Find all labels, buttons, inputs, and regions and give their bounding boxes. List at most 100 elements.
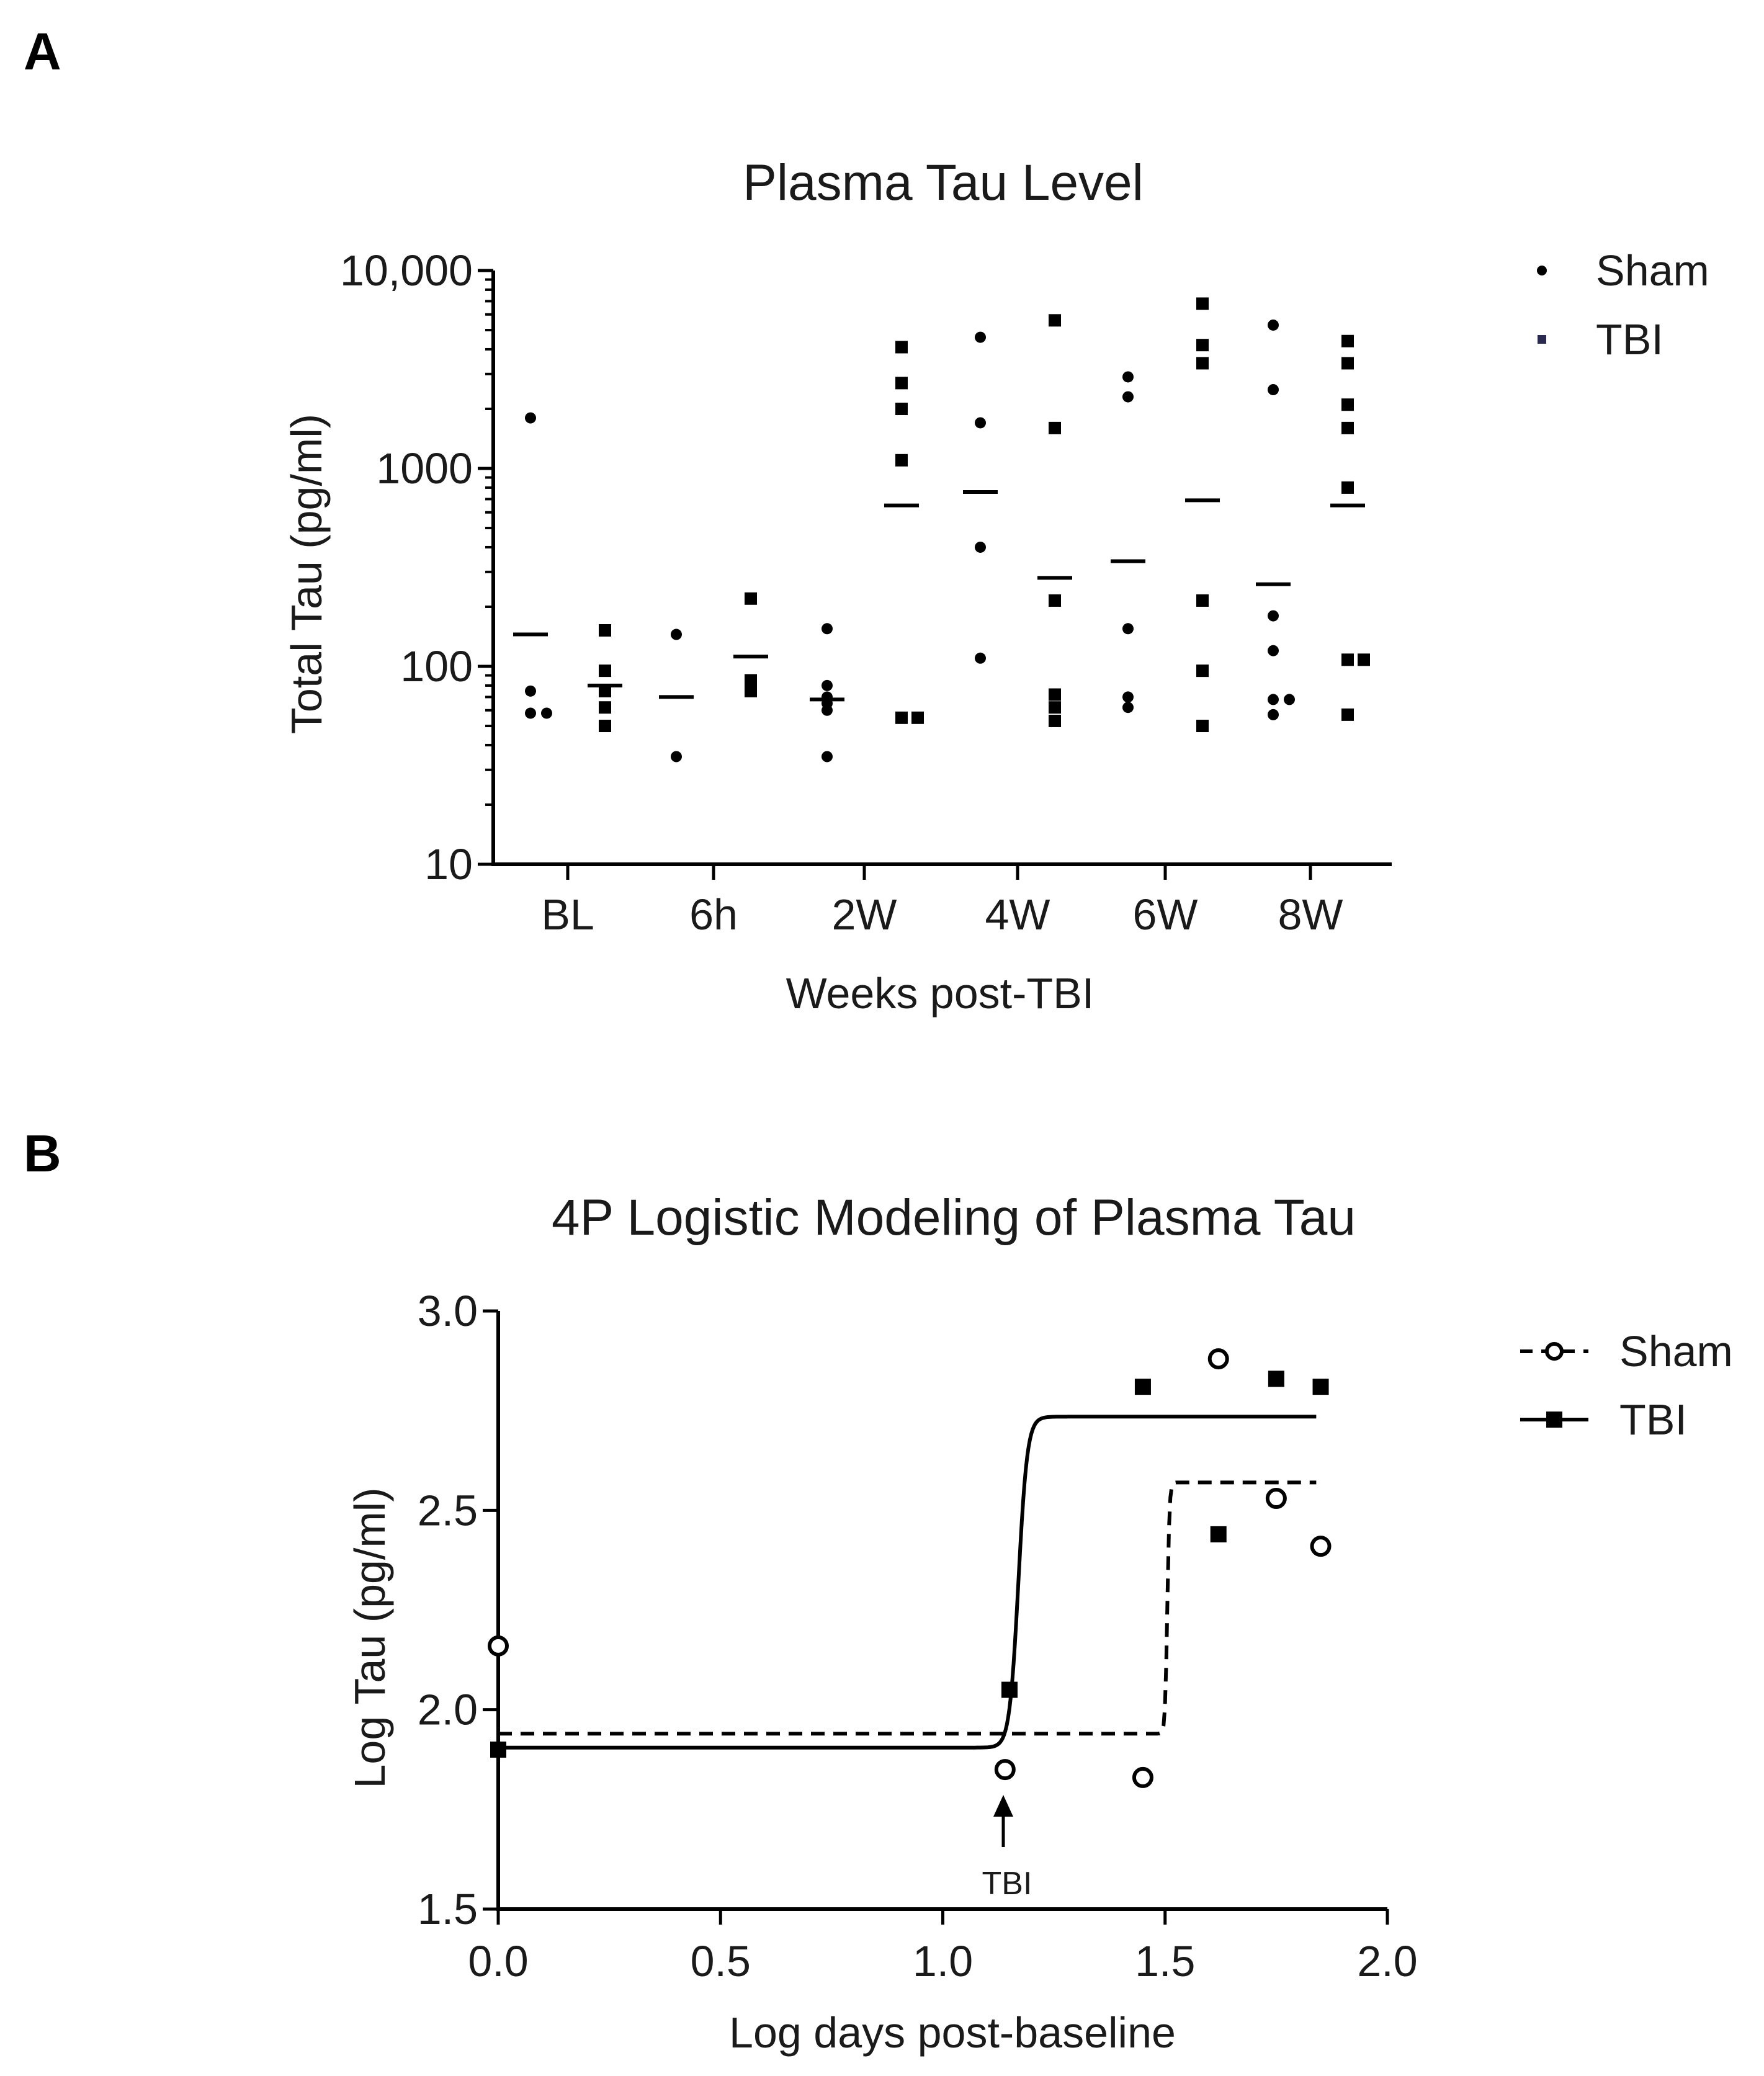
legend-a-tbi-label: TBI [1596, 315, 1663, 364]
chart-a-ytick-label: 10 [424, 840, 473, 888]
panel-a-label: A [24, 22, 61, 81]
chart-a-plasma-tau-level: Plasma Tau Level Weeks post-TBI Total Ta… [282, 154, 1709, 1018]
chart-b-ytick-label: 3.0 [418, 1287, 478, 1335]
chart-b-sham-point [996, 1761, 1014, 1778]
chart-a-tbi-point [1196, 357, 1209, 369]
chart-a-sham-point [822, 623, 833, 634]
chart-b-sham-point [1134, 1769, 1152, 1786]
chart-b-xtick-label: 1.0 [913, 1937, 973, 1985]
chart-a-sham-point [1268, 384, 1279, 395]
chart-a-sham-point [975, 417, 986, 428]
legend-b-tbi-label: TBI [1619, 1395, 1687, 1444]
chart-a-sham-point [1268, 694, 1279, 705]
chart-a-xtick-label: 6W [1133, 890, 1198, 939]
chart-a-ytick-label: 100 [400, 642, 473, 691]
legend-b-tbi-marker [1546, 1412, 1562, 1428]
chart-a-xtick-label: 2W [832, 890, 897, 939]
chart-a-sham-point [671, 629, 682, 640]
chart-a-tbi-point [1196, 297, 1209, 310]
chart-a-sham-point [1122, 691, 1134, 702]
chart-a-sham-point [822, 751, 833, 762]
chart-b-xtick-label: 0.0 [468, 1937, 528, 1985]
chart-b-title: 4P Logistic Modeling of Plasma Tau [552, 1189, 1356, 1246]
chart-a-mean-bars [513, 492, 1365, 699]
chart-a-sham-point [975, 542, 986, 553]
chart-a-tbi-point [1341, 335, 1354, 347]
chart-a-sham-point [1122, 623, 1134, 634]
chart-a-ytick-label: 10,000 [340, 246, 473, 295]
chart-b-legend: Sham TBI [1520, 1327, 1733, 1444]
chart-b-ytick-label: 2.0 [418, 1686, 478, 1734]
chart-a-tbi-point [1341, 709, 1354, 721]
chart-a-tbi-point [1341, 422, 1354, 434]
chart-a-y-ticks: 10 100 1000 10,000 [340, 246, 493, 888]
chart-b-tbi-point [490, 1742, 506, 1758]
chart-a-sham-point [671, 751, 682, 762]
chart-a-tbi-point [1196, 594, 1209, 607]
chart-a-sham-point [525, 686, 536, 697]
chart-b-xtick-label: 0.5 [691, 1937, 751, 1985]
chart-a-tbi-point [895, 341, 908, 354]
chart-b-x-ticks: 0.0 0.5 1.0 1.5 2.0 [468, 1909, 1417, 1985]
chart-b-sham-point [490, 1637, 507, 1655]
tbi-arrow-icon [993, 1795, 1013, 1817]
panel-b-label: B [24, 1124, 61, 1183]
chart-a-sham-point [525, 413, 536, 424]
chart-b-tbi-point [1001, 1682, 1018, 1698]
chart-b-tbi-point [1313, 1379, 1329, 1395]
chart-a-points [525, 297, 1370, 762]
legend-a-sham-marker [1537, 266, 1547, 275]
chart-a-tbi-point [745, 593, 757, 605]
chart-b-tbi-fit-line [498, 1416, 1316, 1747]
chart-a-tbi-point [599, 664, 611, 677]
chart-a-tbi-point [895, 712, 908, 724]
legend-b-sham-marker [1547, 1344, 1562, 1359]
chart-a-xtick-label: 8W [1278, 890, 1343, 939]
chart-a-sham-point [1268, 320, 1279, 331]
chart-a-sham-point [1268, 709, 1279, 720]
chart-b-ylabel: Log Tau (pg/ml) [346, 1487, 394, 1788]
chart-a-tbi-point [1049, 715, 1061, 727]
chart-a-tbi-point [599, 701, 611, 714]
chart-a-xtick-label: 6h [689, 890, 738, 939]
chart-b-4p-logistic: 4P Logistic Modeling of Plasma Tau Log d… [346, 1189, 1733, 2057]
legend-a-sham-label: Sham [1596, 246, 1709, 295]
chart-a-tbi-point [1196, 720, 1209, 732]
chart-a-tbi-point [1341, 653, 1354, 666]
chart-a-tbi-point [1049, 689, 1061, 701]
chart-a-tbi-point [895, 403, 908, 415]
chart-a-xtick-label: BL [541, 890, 594, 939]
chart-b-sham-point [1210, 1350, 1227, 1367]
chart-a-tbi-point [895, 377, 908, 389]
chart-a-sham-point [822, 680, 833, 691]
chart-a-title: Plasma Tau Level [743, 154, 1144, 211]
chart-b-fit-curves [498, 1416, 1316, 1747]
chart-b-tbi-point [1135, 1379, 1151, 1395]
chart-b-sham-fit-line [498, 1482, 1316, 1734]
chart-b-y-ticks: 1.5 2.0 2.5 3.0 [418, 1287, 498, 1933]
tbi-annotation-label: TBI [982, 1866, 1032, 1902]
chart-a-sham-point [1122, 702, 1134, 713]
chart-a-sham-point [1268, 645, 1279, 656]
chart-a-sham-point [541, 707, 552, 718]
chart-b-tbi-point [1268, 1371, 1284, 1387]
chart-a-x-ticks: BL 6h 2W 4W 6W 8W [541, 864, 1343, 939]
chart-a-sham-point [525, 707, 536, 718]
chart-b-ytick-label: 2.5 [418, 1486, 478, 1534]
chart-a-tbi-point [745, 685, 757, 697]
figure: A Plasma Tau Level Weeks post-TBI Total … [0, 0, 1764, 2076]
chart-a-tbi-point [745, 674, 757, 687]
chart-a-tbi-point [1049, 314, 1061, 326]
chart-a-sham-point [1268, 611, 1279, 622]
chart-b-sham-point [1312, 1537, 1330, 1555]
legend-b-sham-label: Sham [1619, 1327, 1733, 1376]
chart-a-tbi-point [1341, 481, 1354, 494]
chart-a-tbi-point [1341, 398, 1354, 411]
chart-a-tbi-point [895, 454, 908, 467]
chart-a-sham-point [975, 653, 986, 664]
chart-a-tbi-point [599, 624, 611, 637]
chart-a-ylabel: Total Tau (pg/ml) [282, 414, 331, 734]
chart-b-tbi-point [1211, 1526, 1227, 1542]
chart-b-ytick-label: 1.5 [418, 1885, 478, 1933]
chart-a-tbi-point [1358, 653, 1370, 666]
